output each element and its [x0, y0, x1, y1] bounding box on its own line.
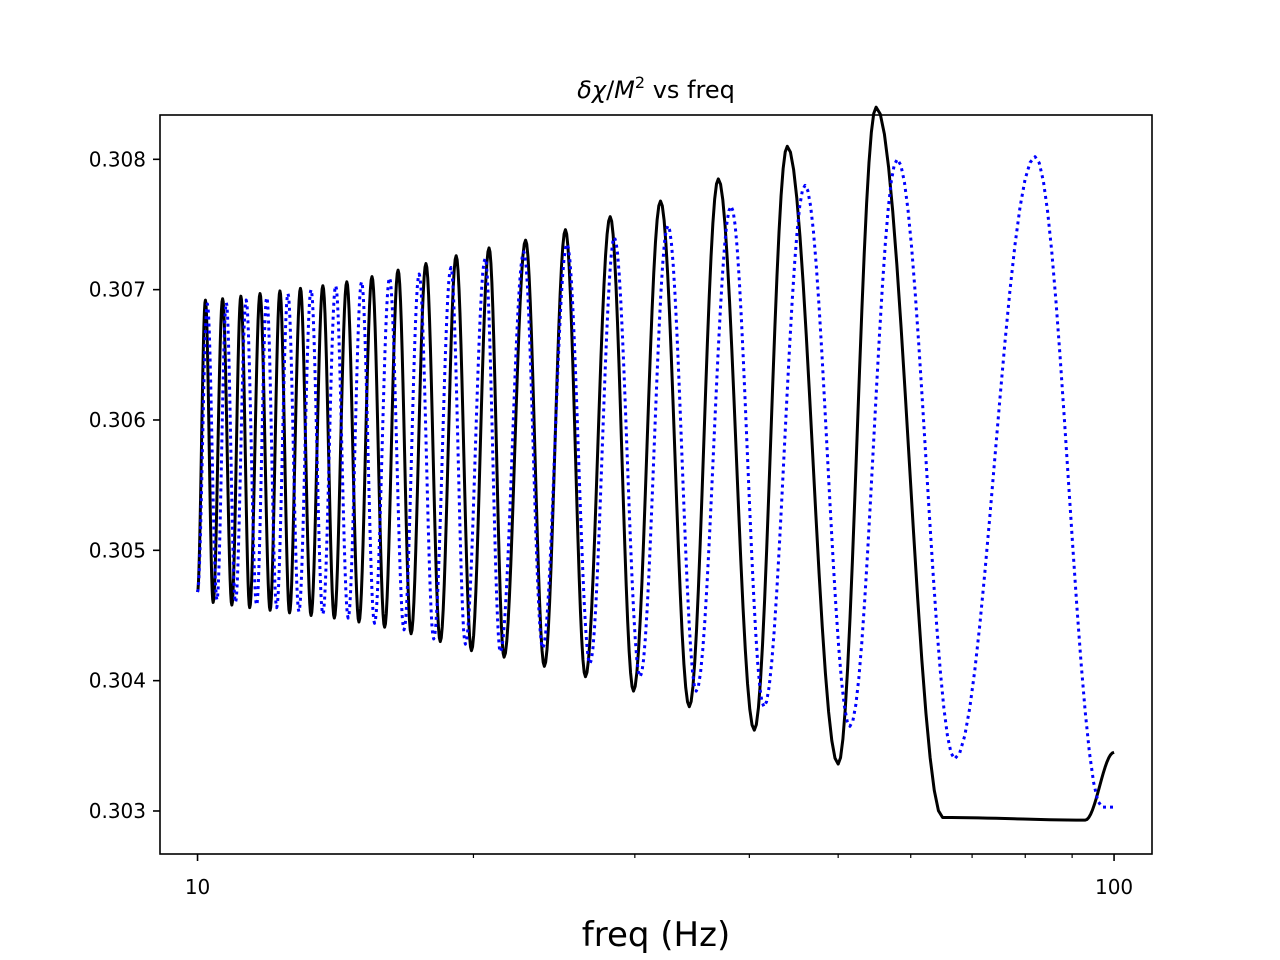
y-tick-label: 0.306	[89, 408, 146, 432]
plot-frame	[159, 114, 1153, 855]
x-tick-label: 100	[1095, 875, 1133, 899]
y-tick-label: 0.304	[89, 669, 146, 693]
title-suffix: vs freq	[645, 76, 735, 104]
y-axis-ticks: 0.303 0.304 0.305 0.306 0.307 0.308	[89, 147, 160, 823]
y-tick-label: 0.308	[89, 147, 146, 171]
y-tick-label: 0.307	[89, 278, 146, 302]
y-tick-label: 0.305	[89, 538, 146, 562]
chart-title: δχ/M2 vs freq	[577, 73, 735, 104]
title-slash: /	[606, 76, 615, 104]
title-delta: δ	[577, 76, 592, 104]
y-tick-label: 0.303	[89, 799, 146, 823]
title-exponent: 2	[635, 73, 645, 92]
plot-lines	[196, 105, 1115, 822]
x-tick-label: 10	[185, 875, 210, 899]
title-mass: M	[614, 76, 635, 104]
title-chi: χ	[590, 76, 607, 104]
x-axis-label: freq (Hz)	[582, 915, 730, 955]
series-line-1	[196, 105, 1115, 822]
